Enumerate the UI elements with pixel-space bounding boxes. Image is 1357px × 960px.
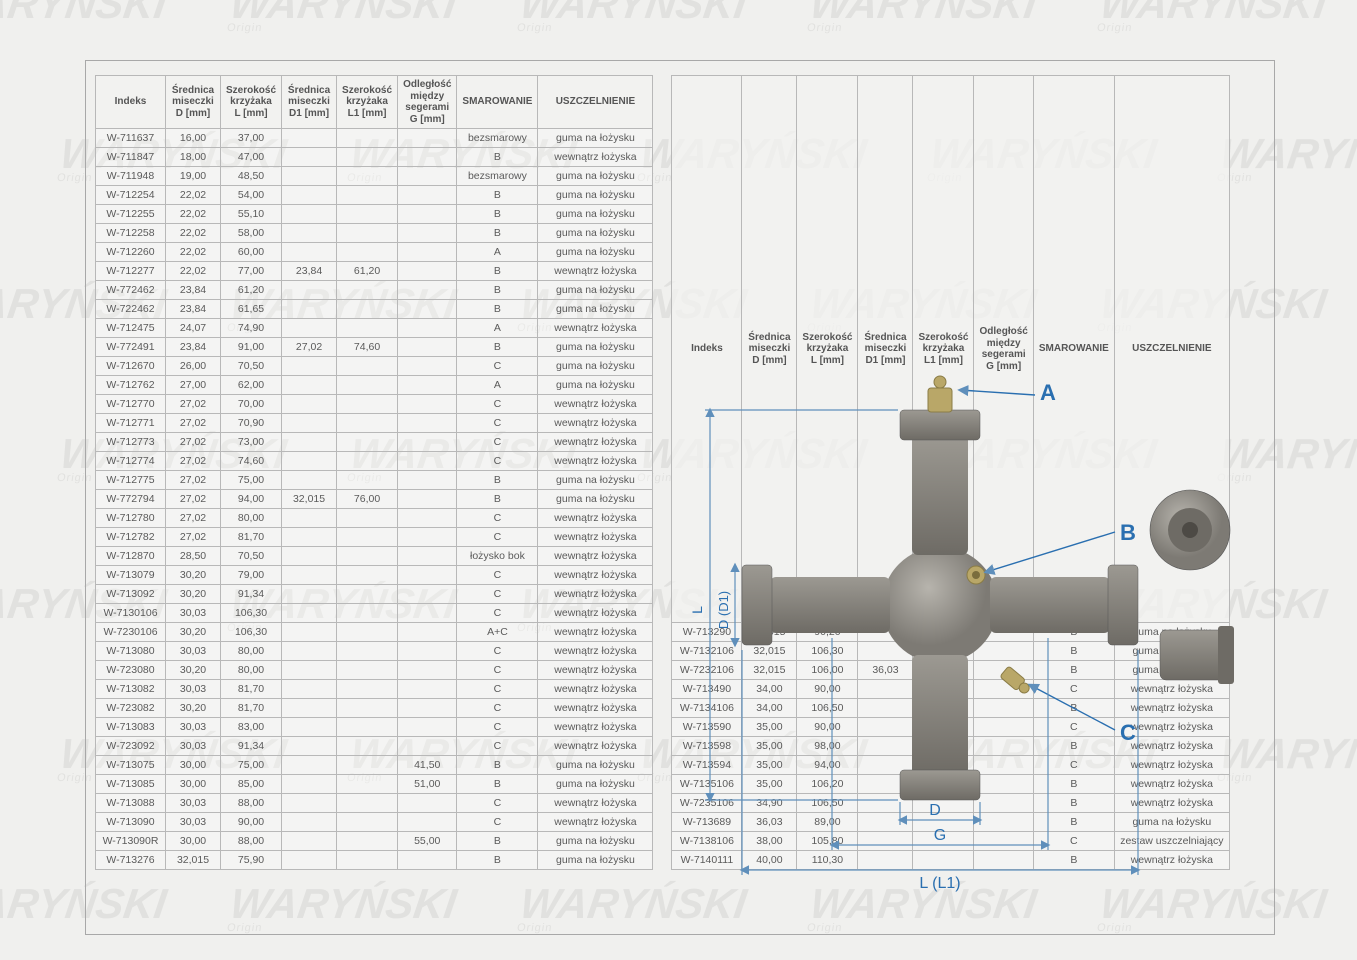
table-row: W-71307930,2079,00Cwewnątrz łożyska — [96, 566, 653, 585]
col-header-indeks: Indeks — [96, 76, 166, 129]
table-row: W-71226022,0260,00Aguma na łożysku — [96, 243, 653, 262]
cross-body — [882, 547, 998, 663]
table-row: W-71307530,0075,0041,50Bguma na łożysku — [96, 756, 653, 775]
table-row: W-71276227,0062,00Aguma na łożysku — [96, 376, 653, 395]
dim-lside: L — [689, 606, 705, 614]
col-header-d1: ŚrednicamiseczkiD1 [mm] — [282, 76, 337, 129]
col-header-g: OdległośćmiędzysegeramiG [mm] — [398, 76, 457, 129]
table-row: W-71308230,0381,70Cwewnątrz łożyska — [96, 680, 653, 699]
table-row: W-71277327,0273,00Cwewnątrz łożyska — [96, 433, 653, 452]
table-row: W-71308830,0388,00Cwewnątrz łożyska — [96, 794, 653, 813]
table-row: W-71327632,01575,90Bguma na łożysku — [96, 851, 653, 870]
col-header-l: SzerokośćkrzyżakaL [mm] — [221, 76, 282, 129]
table-row: W-71225822,0258,00Bguma na łożysku — [96, 224, 653, 243]
bearing-side-icon — [1160, 626, 1234, 684]
table-row: W-71308030,0380,00Cwewnątrz łożyska — [96, 642, 653, 661]
table-row: W-77246223,8461,20Bguma na łożysku — [96, 281, 653, 300]
table-row: W-71277527,0275,00Bguma na łożysku — [96, 471, 653, 490]
table-row: W-723010630,20106,30A+Cwewnątrz łożyska — [96, 623, 653, 642]
table-row: W-77279427,0294,0032,01576,00Bguma na ło… — [96, 490, 653, 509]
col-header-usz: USZCZELNIENIE — [538, 76, 653, 129]
table-row: W-71287028,5070,50łożysko bokwewnątrz ło… — [96, 547, 653, 566]
dim-g: G — [934, 827, 946, 844]
table-row: W-72309230,0391,34Cwewnątrz łożyska — [96, 737, 653, 756]
table-row: W-71308530,0085,0051,00Bguma na łożysku — [96, 775, 653, 794]
table-row: W-72246223,8461,65Bguma na łożysku — [96, 300, 653, 319]
table-row: W-71278027,0280,00Cwewnątrz łożyska — [96, 509, 653, 528]
table-row: W-71163716,0037,00bezsmarowyguma na łoży… — [96, 129, 653, 148]
table-row: W-71194819,0048,50bezsmarowyguma na łoży… — [96, 167, 653, 186]
cross-joint-diagram: A B C D G L (L1) L D (D1) — [680, 370, 1260, 930]
table-row: W-71277027,0270,00Cwewnątrz łożyska — [96, 395, 653, 414]
table-row: W-713010630,03106,30Cwewnątrz łożyska — [96, 604, 653, 623]
label-b: B — [1120, 520, 1136, 545]
dim-l: L (L1) — [919, 875, 960, 892]
table-row: W-77249123,8491,0027,0274,60Bguma na łoż… — [96, 338, 653, 357]
col-header-l1: SzerokośćkrzyżakaL1 [mm] — [337, 76, 398, 129]
dim-d: D — [929, 802, 941, 819]
table-row: W-71277427,0274,60Cwewnątrz łożyska — [96, 452, 653, 471]
table-row: W-713090R30,0088,0055,00Bguma na łożysku — [96, 832, 653, 851]
bearing-cap-icon — [1150, 490, 1230, 570]
table-row: W-71308330,0383,00Cwewnątrz łożyska — [96, 718, 653, 737]
table-row: W-71227722,0277,0023,8461,20Bwewnątrz ło… — [96, 262, 653, 281]
grease-nipple-a — [928, 376, 952, 412]
dim-dd1: D (D1) — [716, 591, 731, 629]
table-row: W-71225522,0255,10Bguma na łożysku — [96, 205, 653, 224]
table-row: W-71267026,0070,50Cguma na łożysku — [96, 357, 653, 376]
table-row: W-71277127,0270,90Cwewnątrz łożyska — [96, 414, 653, 433]
table-row: W-71278227,0281,70Cwewnątrz łożyska — [96, 528, 653, 547]
table-row: W-72308030,2080,00Cwewnątrz łożyska — [96, 661, 653, 680]
label-a: A — [1040, 380, 1056, 405]
specs-table-left: IndeksŚrednicamiseczkiD [mm]Szerokośćkrz… — [95, 75, 653, 870]
table-row: W-71225422,0254,00Bguma na łożysku — [96, 186, 653, 205]
table-row: W-71184718,0047,00Bwewnątrz łożyska — [96, 148, 653, 167]
table-row: W-71309030,0390,00Cwewnątrz łożyska — [96, 813, 653, 832]
col-header-sma: SMAROWANIE — [457, 76, 538, 129]
grease-nipple-c — [1000, 666, 1033, 697]
table-row: W-72308230,2081,70Cwewnątrz łożyska — [96, 699, 653, 718]
col-header-d: ŚrednicamiseczkiD [mm] — [166, 76, 221, 129]
table-row: W-71309230,2091,34Cwewnątrz łożyska — [96, 585, 653, 604]
label-c: C — [1120, 720, 1136, 745]
table-row: W-71247524,0774,90Awewnątrz łożyska — [96, 319, 653, 338]
grease-nipple-b — [967, 566, 985, 584]
